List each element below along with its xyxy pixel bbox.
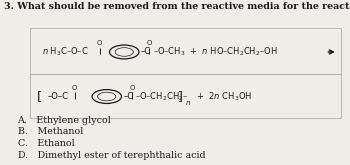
Text: O: O [147, 40, 152, 46]
Text: –O–CH$_3$  +  $n$ HO–CH$_2$CH$_2$–OH: –O–CH$_3$ + $n$ HO–CH$_2$CH$_2$–OH [153, 46, 278, 58]
Text: D. Dimethyl ester of terephthalic acid: D. Dimethyl ester of terephthalic acid [18, 151, 205, 160]
Text: –C: –C [141, 48, 151, 56]
Text: ]: ] [177, 90, 182, 103]
Text: –O–CH$_2$CH$_2$–: –O–CH$_2$CH$_2$– [135, 90, 189, 103]
Text: A. Ethylene glycol: A. Ethylene glycol [18, 115, 111, 125]
Text: +  2$n$ CH$_3$OH: + 2$n$ CH$_3$OH [191, 90, 253, 103]
Text: O: O [97, 40, 103, 46]
Text: C. Ethanol: C. Ethanol [18, 139, 74, 148]
Text: $n$ H$_3$C–O–C: $n$ H$_3$C–O–C [42, 46, 89, 58]
Text: [: [ [37, 90, 42, 103]
Text: –O–C: –O–C [47, 92, 68, 101]
Text: O: O [72, 85, 77, 91]
Text: –C: –C [123, 92, 133, 101]
Text: $n$: $n$ [185, 99, 191, 107]
Text: 3. What should be removed from the reactive media for the reaction below to obta: 3. What should be removed from the react… [4, 2, 350, 12]
Text: B. Methanol: B. Methanol [18, 127, 83, 136]
Text: O: O [129, 85, 135, 91]
